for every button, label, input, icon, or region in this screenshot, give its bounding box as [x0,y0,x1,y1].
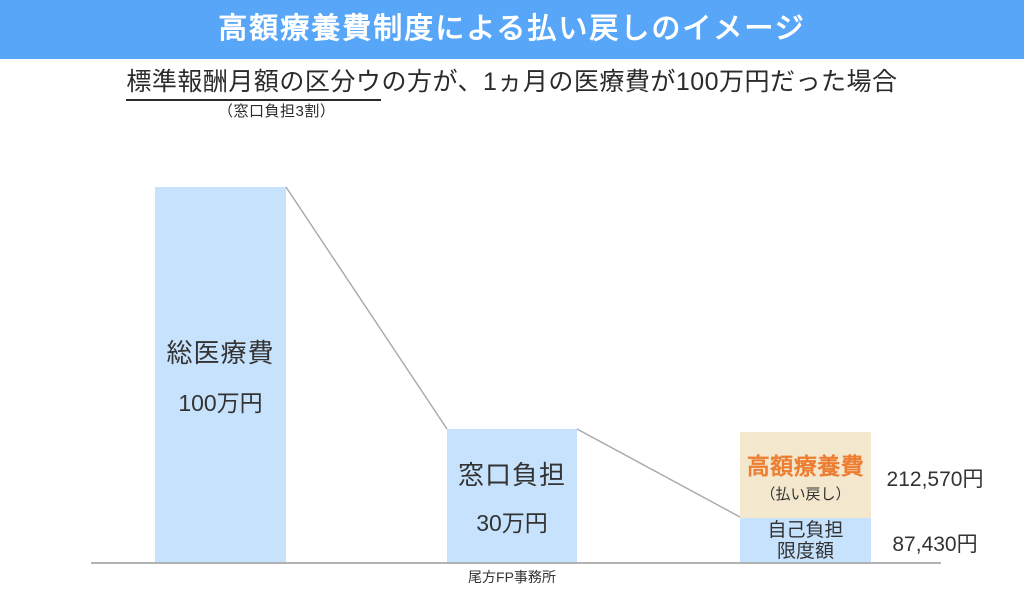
subtitle-rest-text: の方が、1ヵ月の医療費が100万円だった場合 [381,68,898,96]
page-title: 高額療養費制度による払い戻しのイメージ [218,13,806,45]
bar-value: 100万円 [178,389,263,416]
annotation-self-pay-amount: 87,430円 [892,533,978,556]
segment-self-pay-limit: 自己負担 限度額 [740,518,871,563]
bar-value: 30万円 [476,509,548,536]
connector-line-bar2-bar3 [576,428,741,518]
segment-refund-label: 高額療養費 [746,452,865,479]
bar-total-medical-cost: 総医療費 100万円 [155,187,286,563]
connector-line-bar1-bar2 [285,186,448,430]
source-credit: 尾方FP事務所 [468,569,556,585]
segment-self-pay-label-line1: 自己負担 [767,519,844,541]
bar-label: 総医療費 [166,337,275,368]
bar-stack-refund: 高額療養費 （払い戻し） 自己負担 限度額 [740,432,871,563]
subtitle-underlined-text: 標準報酬月額の区分ウ [126,68,382,101]
annotation-refund-amount: 212,570円 [886,468,984,491]
bar-label: 窓口負担 [457,459,566,490]
segment-self-pay-label-line2: 限度額 [776,540,834,562]
segment-refund-sublabel: （払い戻し） [760,485,851,503]
title-banner: 高額療養費制度による払い戻しのイメージ [0,0,1024,59]
bar-window-copay: 窓口負担 30万円 [447,429,577,563]
copay-note: （窓口負担3割） [218,103,336,120]
segment-refund: 高額療養費 （払い戻し） [740,432,871,518]
chart-subtitle: 標準報酬月額の区分ウの方が、1ヵ月の医療費が100万円だった場合 [0,62,1024,101]
